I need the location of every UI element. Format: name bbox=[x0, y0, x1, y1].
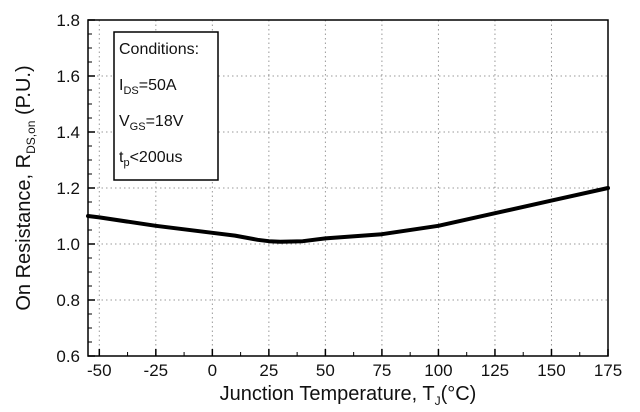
condition-value: =50A bbox=[139, 77, 177, 94]
x-tick-label: 0 bbox=[208, 361, 217, 380]
condition-value: <200us bbox=[130, 149, 183, 166]
series-layer bbox=[86, 186, 610, 244]
y-tick-label: 0.8 bbox=[56, 291, 80, 310]
y-tick-label: 1.0 bbox=[56, 235, 80, 254]
y-tick-label: 1.8 bbox=[56, 11, 80, 30]
x-axis-title: Junction Temperature, TJ(°C) bbox=[220, 383, 477, 408]
condition-sub: p bbox=[123, 157, 129, 169]
y-tick-label: 1.4 bbox=[56, 123, 80, 142]
y-axis-title: On Resistance, RDS,on (P.U.) bbox=[13, 65, 38, 310]
x-tick-label: -50 bbox=[87, 361, 112, 380]
condition-main: Conditions: bbox=[119, 41, 199, 58]
condition-main: I bbox=[119, 77, 123, 94]
x-tick-label: -25 bbox=[144, 361, 169, 380]
y-tick-label: 0.6 bbox=[56, 347, 80, 366]
condition-line: VGS=18V bbox=[119, 113, 184, 133]
x-tick-label: 75 bbox=[372, 361, 391, 380]
condition-sub: GS bbox=[130, 121, 146, 133]
x-tick-label: 25 bbox=[259, 361, 278, 380]
y-tick-label: 1.6 bbox=[56, 67, 80, 86]
condition-line: tp<200us bbox=[119, 149, 183, 169]
condition-line: Conditions: bbox=[119, 41, 199, 58]
condition-main: t bbox=[119, 149, 124, 166]
data-line bbox=[86, 186, 610, 244]
condition-main: V bbox=[119, 113, 130, 130]
y-tick-label: 1.2 bbox=[56, 179, 80, 198]
x-tick-label: 175 bbox=[594, 361, 622, 380]
x-tick-label: 50 bbox=[316, 361, 335, 380]
conditions-lines: Conditions: IDS=50A VGS=18V tp<200us bbox=[119, 41, 199, 169]
ticks: -50 -25 0 25 50 75 100 125 150 175 0.6 0.8 1.0 1.2 1.4… bbox=[56, 11, 622, 380]
x-tick-label: 125 bbox=[481, 361, 509, 380]
x-tick-label: 100 bbox=[424, 361, 452, 380]
conditions-box-frame bbox=[113, 31, 219, 181]
condition-line: IDS=50A bbox=[119, 77, 177, 97]
condition-value: =18V bbox=[146, 113, 184, 130]
condition-sub: DS bbox=[123, 85, 138, 97]
x-tick-label: 150 bbox=[537, 361, 565, 380]
conditions-box: Conditions: IDS=50A VGS=18V tp<200us bbox=[113, 31, 219, 181]
